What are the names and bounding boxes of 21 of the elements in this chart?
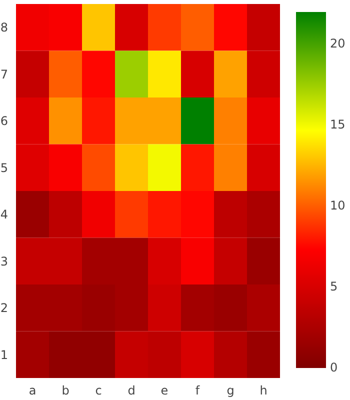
y-tick-label: 5 bbox=[0, 160, 8, 175]
x-tick-label: a bbox=[28, 384, 36, 398]
y-tick-label: 6 bbox=[0, 114, 8, 128]
color-bar-label: 10 bbox=[330, 198, 346, 212]
y-tick-label: 3 bbox=[0, 254, 8, 268]
x-tick-label: f bbox=[195, 384, 200, 398]
y-tick-label: 1 bbox=[0, 348, 8, 362]
y-tick-label: 8 bbox=[0, 20, 8, 35]
color-bar-label: 5 bbox=[330, 279, 338, 294]
x-tick-label: g bbox=[226, 384, 234, 398]
x-tick-label: d bbox=[128, 384, 136, 398]
y-tick-label: 4 bbox=[0, 208, 8, 222]
x-tick-label: c bbox=[95, 384, 102, 398]
x-tick-label: e bbox=[160, 384, 168, 398]
color-bar-label: 15 bbox=[330, 118, 346, 132]
color-bar-label: 20 bbox=[330, 36, 346, 51]
x-tick-label: b bbox=[62, 384, 70, 398]
y-tick-label: 7 bbox=[0, 67, 8, 82]
y-tick-label: 2 bbox=[0, 301, 8, 316]
color-bar-label: 0 bbox=[330, 360, 338, 374]
x-tick-label: h bbox=[260, 384, 268, 398]
